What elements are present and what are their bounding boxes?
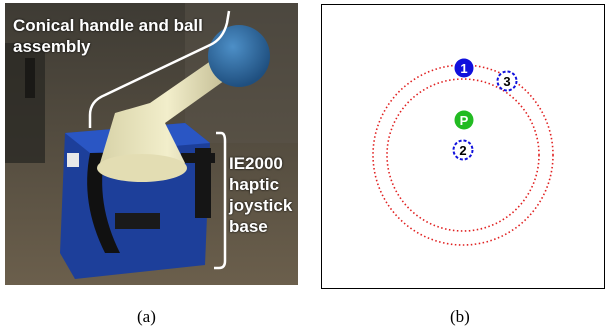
marker-2-label: 2 <box>459 143 466 158</box>
caption-b: (b) <box>450 307 470 326</box>
marker-1-label: 1 <box>460 61 467 76</box>
marker-3: 3 <box>496 70 518 92</box>
outer-ring <box>372 64 554 246</box>
marker-p: P <box>454 110 474 130</box>
marker-p-label: P <box>460 113 469 128</box>
marker-3-label: 3 <box>503 74 510 89</box>
caption-a: (a) <box>137 307 156 326</box>
conical-handle <box>100 58 235 178</box>
base-label: IE2000 haptic joystick base <box>229 153 293 237</box>
base-callout-bracket <box>214 131 227 270</box>
base-label-line: IE2000 <box>229 154 283 173</box>
inner-ring <box>386 78 540 232</box>
marker-2: 2 <box>452 139 474 161</box>
joystick-illustration <box>5 3 298 285</box>
target-diagram: 1 P 2 3 <box>321 4 605 289</box>
base-label-line: haptic <box>229 175 280 194</box>
base-label-line: base <box>229 217 268 236</box>
joystick-photo: Conical handle and ball assembly IE2000 … <box>5 3 298 285</box>
handle-label: Conical handle and ball assembly <box>13 16 203 56</box>
base-label-line: joystick <box>229 196 293 215</box>
ball-grip <box>208 25 270 87</box>
marker-1: 1 <box>454 58 474 78</box>
handle-callout-line <box>88 10 231 128</box>
target-diagram-canvas: 1 P 2 3 <box>372 58 554 246</box>
